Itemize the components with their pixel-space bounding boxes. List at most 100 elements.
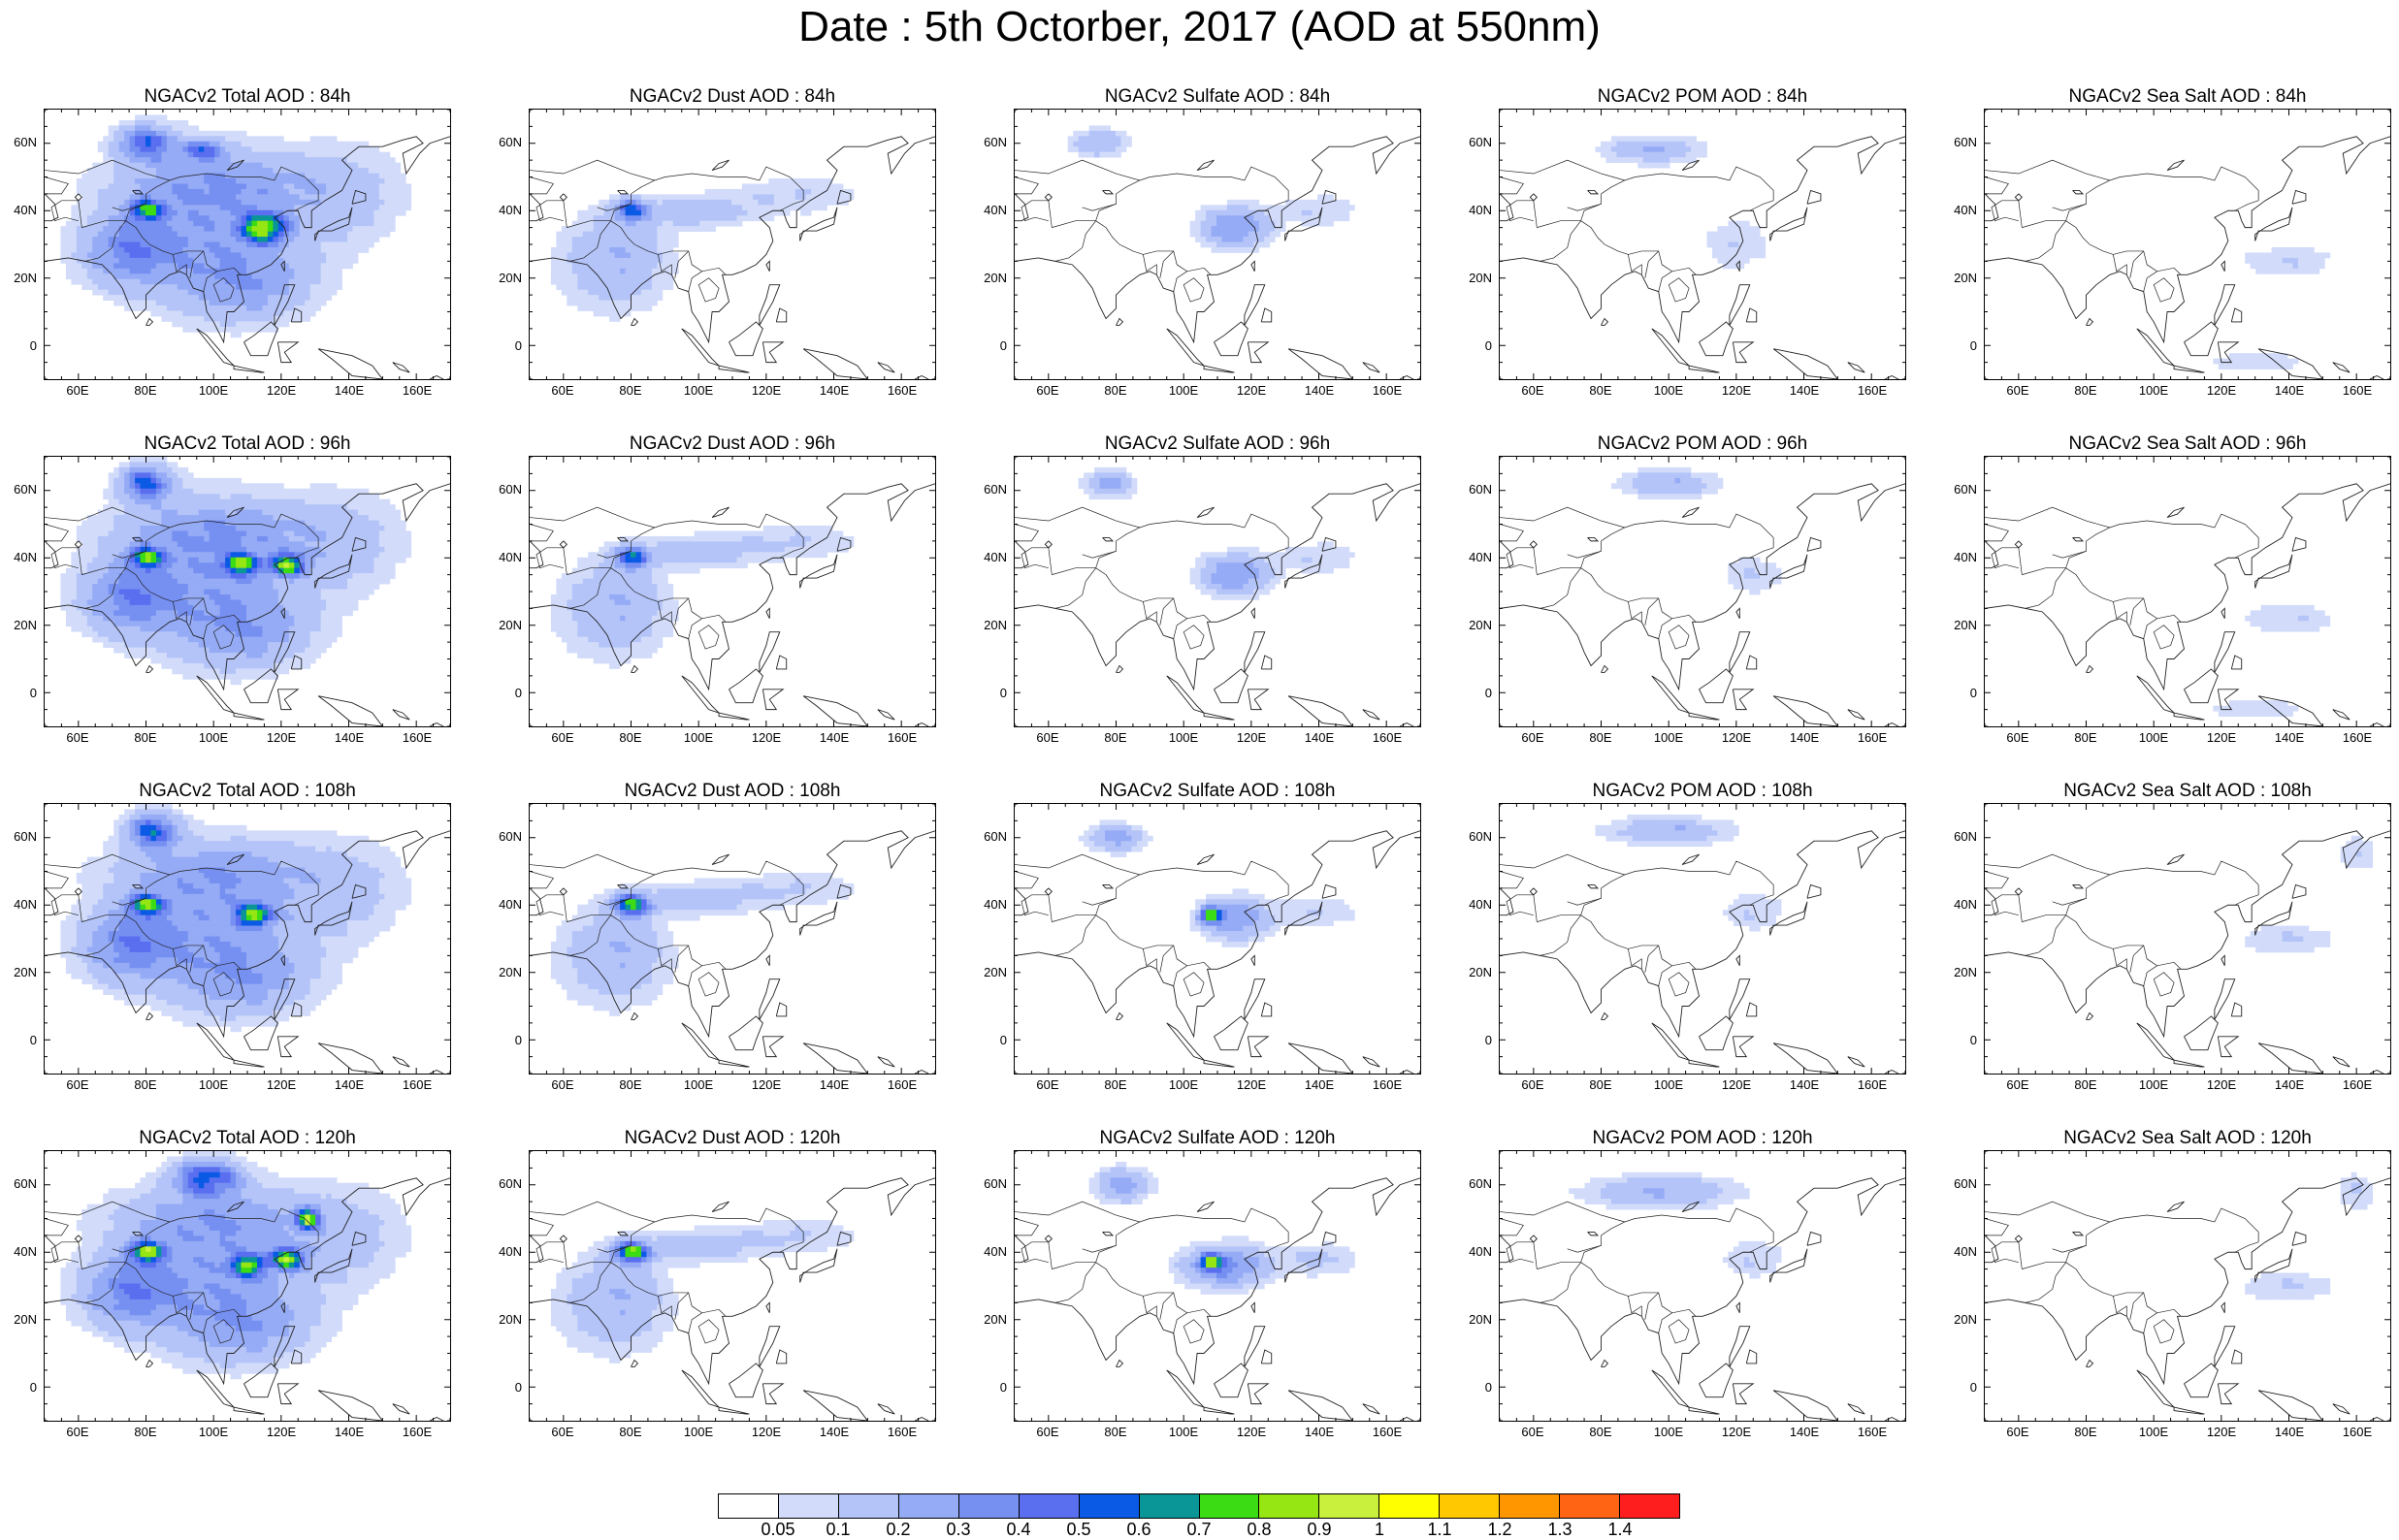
aod-cell bbox=[1301, 209, 1308, 216]
aod-cell bbox=[277, 231, 284, 238]
aod-cell bbox=[273, 177, 279, 184]
aod-cell bbox=[378, 573, 385, 579]
aod-cell bbox=[108, 525, 114, 531]
coastline bbox=[1847, 362, 1865, 373]
aod-cell bbox=[172, 205, 178, 211]
aod-cell bbox=[81, 284, 88, 291]
aod-cell bbox=[625, 268, 632, 274]
aod-cell bbox=[135, 151, 141, 158]
aod-cell bbox=[337, 173, 342, 179]
aod-cell bbox=[118, 226, 125, 232]
country-border bbox=[535, 200, 567, 228]
aod-cell bbox=[118, 119, 125, 126]
aod-cell bbox=[1275, 220, 1281, 227]
aod-cell bbox=[193, 488, 200, 495]
aod-cell bbox=[1073, 146, 1080, 153]
aod-cell bbox=[187, 136, 194, 143]
aod-cell bbox=[620, 300, 626, 306]
aod-cell bbox=[236, 194, 242, 201]
aod-cell bbox=[347, 241, 353, 248]
aod-cell bbox=[219, 157, 226, 164]
aod-cell bbox=[320, 535, 327, 542]
aod-cell bbox=[198, 535, 205, 542]
aod-cell bbox=[277, 141, 284, 147]
aod-cell bbox=[277, 504, 284, 511]
aod-cell bbox=[267, 535, 274, 542]
aod-cell bbox=[1280, 215, 1286, 222]
aod-cell bbox=[2234, 364, 2241, 369]
aod-cell bbox=[65, 578, 72, 585]
aod-cell bbox=[150, 199, 157, 206]
aod-cell bbox=[277, 263, 284, 270]
aod-cell bbox=[320, 552, 327, 559]
aod-cell bbox=[71, 278, 78, 285]
aod-cell bbox=[640, 263, 647, 270]
aod-cell bbox=[166, 567, 173, 574]
aod-cell bbox=[1221, 241, 1228, 248]
aod-cell bbox=[262, 289, 269, 296]
aod-cell bbox=[267, 246, 274, 253]
aod-cell bbox=[182, 535, 189, 542]
aod-cell bbox=[363, 188, 370, 195]
aod-cell bbox=[1084, 141, 1090, 147]
aod-cell bbox=[241, 546, 247, 553]
aod-cell bbox=[124, 573, 130, 579]
aod-cell bbox=[593, 241, 600, 248]
aod-cell bbox=[150, 273, 157, 280]
aod-cell bbox=[288, 146, 295, 153]
aod-cell bbox=[198, 205, 205, 211]
aod-cell bbox=[1073, 130, 1080, 137]
aod-cell bbox=[357, 205, 364, 211]
aod-cell bbox=[747, 199, 754, 206]
aod-cell bbox=[161, 257, 168, 264]
aod-cell bbox=[299, 183, 306, 190]
aod-cell bbox=[1642, 136, 1649, 143]
aod-cell bbox=[172, 257, 178, 264]
aod-cell bbox=[129, 268, 136, 274]
aod-cell bbox=[113, 530, 120, 537]
aod-cell bbox=[294, 205, 301, 211]
aod-cell bbox=[113, 488, 120, 495]
aod-cell bbox=[2271, 257, 2278, 264]
aod-cell bbox=[219, 494, 226, 500]
aod-cell bbox=[1253, 246, 1260, 253]
aod-cell bbox=[97, 552, 104, 559]
aod-cell bbox=[384, 567, 391, 574]
country-border bbox=[173, 254, 187, 275]
aod-cell bbox=[246, 509, 252, 516]
aod-cell bbox=[389, 209, 396, 216]
aod-cell bbox=[331, 483, 338, 490]
country-border bbox=[1173, 271, 1187, 292]
aod-cell bbox=[204, 157, 211, 164]
aod-cell bbox=[209, 567, 215, 574]
panel-title: NGACv2 POM AOD : 84h bbox=[1597, 86, 1808, 107]
aod-cell bbox=[1610, 136, 1617, 143]
aod-cell bbox=[230, 130, 237, 137]
aod-cell bbox=[92, 177, 99, 184]
aod-cell bbox=[326, 141, 332, 147]
aod-cell bbox=[140, 557, 146, 563]
aod-cell bbox=[631, 209, 636, 216]
aod-cell bbox=[129, 231, 136, 238]
aod-cell bbox=[294, 141, 301, 147]
aod-cell bbox=[283, 237, 290, 242]
aod-cell bbox=[620, 199, 626, 206]
aod-cell bbox=[204, 263, 211, 270]
aod-cell bbox=[113, 535, 120, 542]
aod-cell bbox=[1269, 237, 1276, 242]
aod-cell bbox=[773, 177, 780, 184]
aod-cell bbox=[187, 241, 194, 248]
aod-cell bbox=[582, 263, 589, 270]
aod-cell bbox=[363, 557, 370, 563]
aod-cell bbox=[2234, 358, 2241, 365]
aod-cell bbox=[283, 305, 290, 311]
aod-cell bbox=[309, 151, 316, 158]
aod-cell bbox=[1664, 136, 1670, 143]
aod-cell bbox=[146, 146, 151, 153]
aod-cell bbox=[400, 209, 406, 216]
aod-cell bbox=[129, 157, 136, 164]
aod-cell bbox=[267, 157, 274, 164]
aod-cell bbox=[620, 263, 626, 270]
aod-cell bbox=[1216, 241, 1222, 248]
aod-cell bbox=[1322, 220, 1329, 227]
